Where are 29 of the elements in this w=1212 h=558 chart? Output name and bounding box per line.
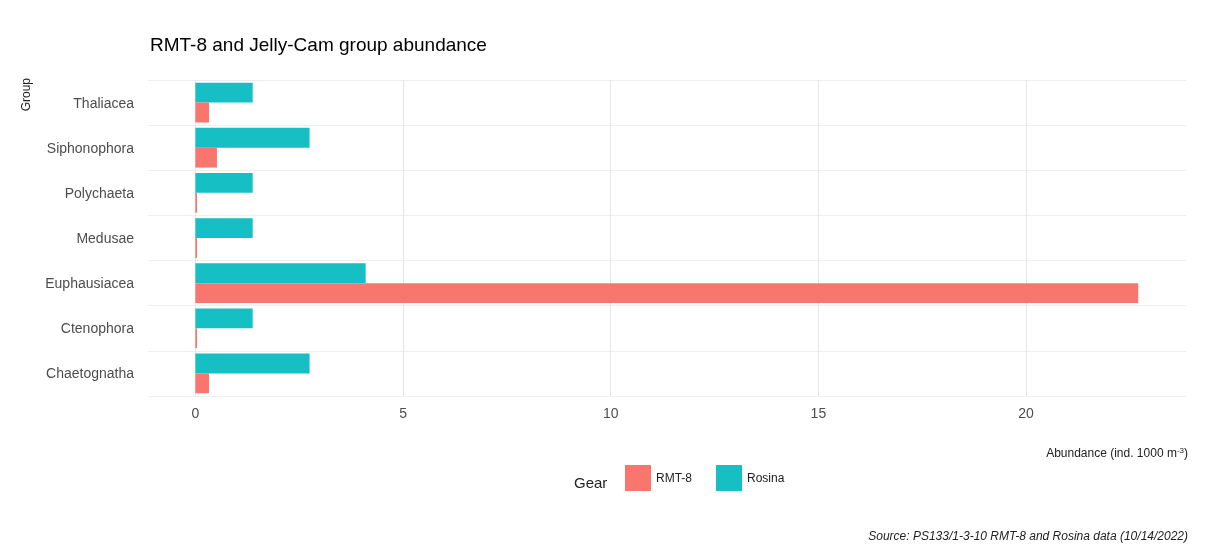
bar: [195, 308, 253, 329]
x-tick-label: 20: [1018, 405, 1035, 421]
bar: [195, 218, 253, 238]
y-axis-title: Group: [19, 77, 33, 112]
x-tick-label: 5: [399, 405, 408, 421]
y-tick-label: Thaliacea: [73, 94, 135, 111]
legend-title: Gear: [574, 474, 608, 491]
source-note: Source: PS133/1-3-10 RMT-8 and Rosina data (10/14/2022): [868, 529, 1189, 543]
bar: [195, 373, 210, 394]
x-tick-label: 10: [602, 405, 619, 421]
x-tick-label: 0: [191, 405, 200, 421]
y-tick-label: Euphausiacea: [45, 275, 135, 292]
bar: [195, 102, 210, 123]
bar: [195, 82, 253, 103]
legend-label: RMT-8: [656, 471, 693, 485]
bar: [195, 263, 366, 284]
bar: [195, 147, 217, 168]
y-tick-label: Ctenophora: [60, 320, 135, 337]
y-tick-label: Chaetognatha: [46, 365, 135, 382]
bar: [195, 127, 310, 148]
bar: [195, 172, 253, 193]
x-tick-label: 15: [810, 405, 827, 421]
y-tick-label: Polychaeta: [64, 184, 135, 201]
legend-label: Rosina: [747, 471, 785, 485]
y-tick-label: Siphonophora: [46, 139, 135, 156]
bar: [195, 283, 1139, 304]
bar: [195, 353, 310, 374]
chart-title: RMT-8 and Jelly-Cam group abundance: [150, 34, 487, 55]
y-tick-label: Medusae: [76, 230, 135, 246]
